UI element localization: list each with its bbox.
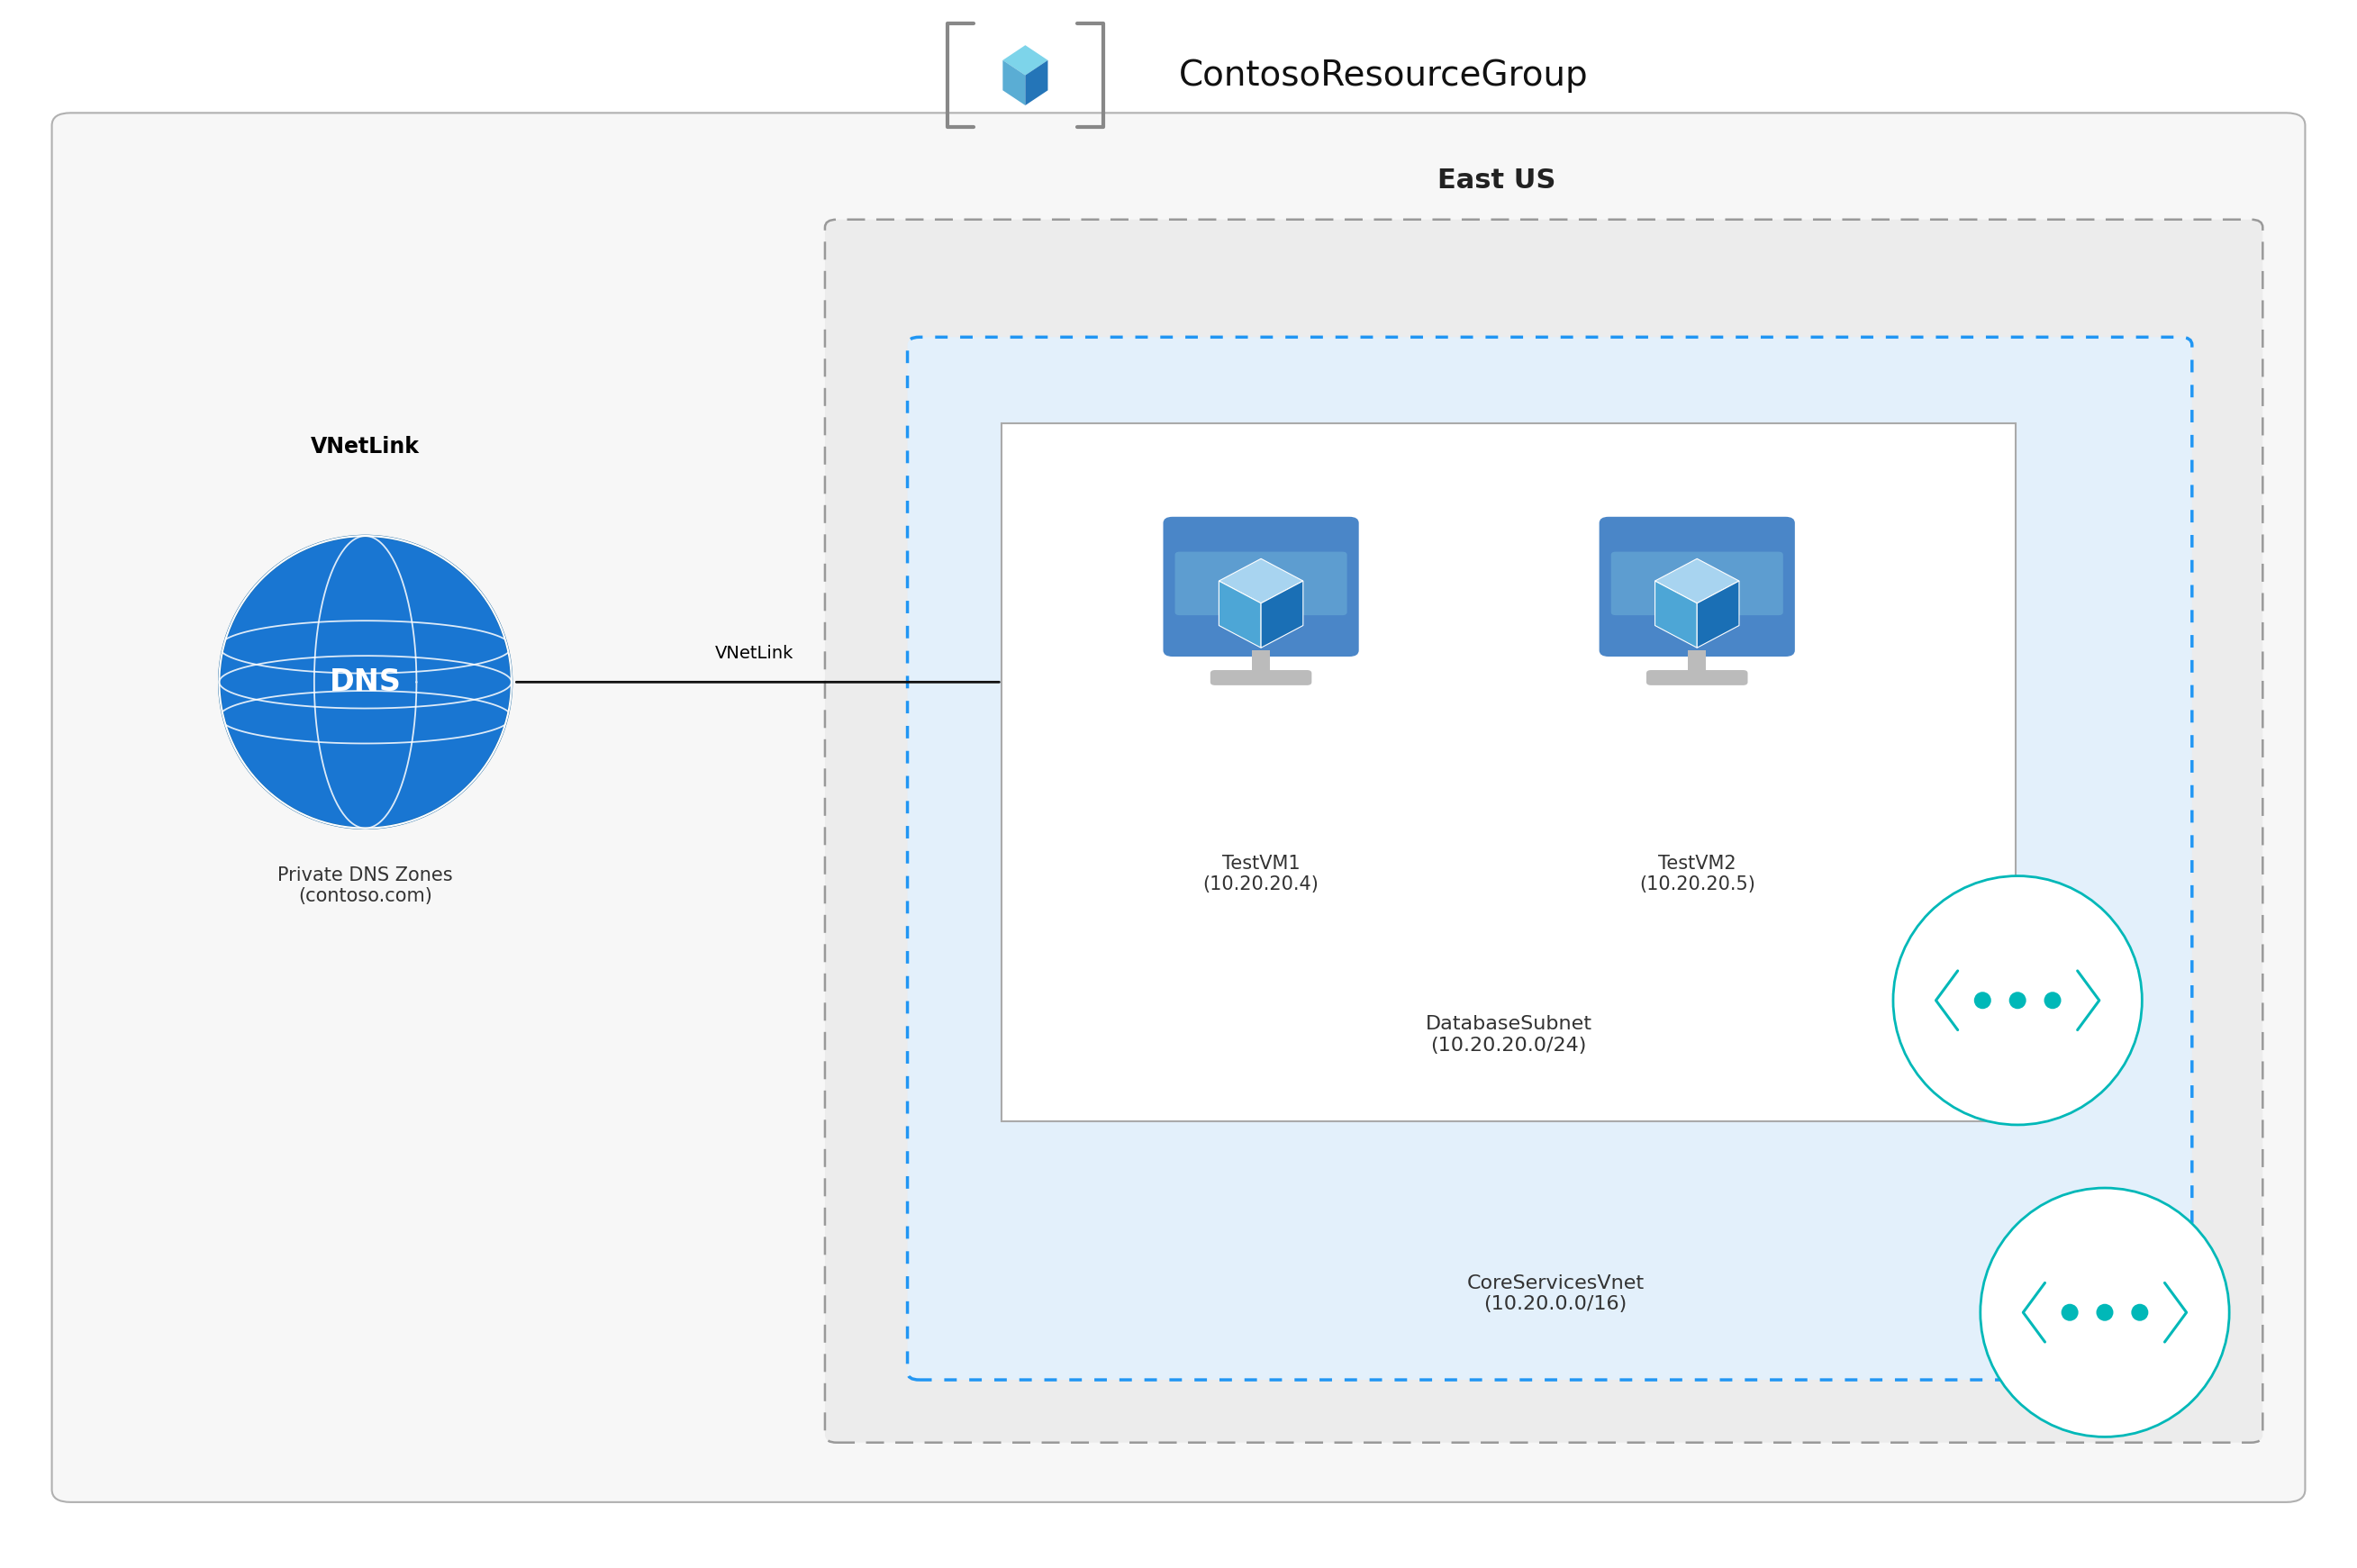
FancyBboxPatch shape xyxy=(907,337,2192,1380)
FancyBboxPatch shape xyxy=(52,113,2305,1502)
Ellipse shape xyxy=(2044,993,2060,1008)
Polygon shape xyxy=(1219,582,1261,648)
Polygon shape xyxy=(1025,60,1049,105)
Ellipse shape xyxy=(219,536,511,828)
Polygon shape xyxy=(1219,558,1303,604)
FancyBboxPatch shape xyxy=(825,220,2263,1443)
Ellipse shape xyxy=(1975,993,1992,1008)
Polygon shape xyxy=(1655,558,1739,604)
Ellipse shape xyxy=(2131,1305,2147,1320)
FancyBboxPatch shape xyxy=(1598,517,1796,657)
FancyBboxPatch shape xyxy=(1211,670,1313,685)
Text: VNetLink: VNetLink xyxy=(714,644,794,662)
Text: VNetLink: VNetLink xyxy=(311,436,420,458)
Polygon shape xyxy=(1002,60,1025,105)
FancyBboxPatch shape xyxy=(1252,651,1270,673)
Polygon shape xyxy=(1697,582,1739,648)
Polygon shape xyxy=(1655,582,1697,648)
Polygon shape xyxy=(1261,582,1303,648)
Text: Private DNS Zones
(contoso.com): Private DNS Zones (contoso.com) xyxy=(278,867,453,905)
Ellipse shape xyxy=(2095,1305,2114,1320)
Text: DNS: DNS xyxy=(330,668,401,696)
Ellipse shape xyxy=(2008,993,2027,1008)
FancyBboxPatch shape xyxy=(1002,423,2015,1121)
Ellipse shape xyxy=(2062,1305,2079,1320)
Ellipse shape xyxy=(1893,877,2143,1124)
Text: East US: East US xyxy=(1438,168,1556,193)
FancyBboxPatch shape xyxy=(1688,651,1706,673)
Text: CoreServicesVnet
(10.20.0.0/16): CoreServicesVnet (10.20.0.0/16) xyxy=(1466,1275,1645,1312)
Text: ContosoResourceGroup: ContosoResourceGroup xyxy=(1178,58,1589,93)
Ellipse shape xyxy=(1980,1189,2230,1436)
Text: TestVM1
(10.20.20.4): TestVM1 (10.20.20.4) xyxy=(1202,855,1320,894)
FancyBboxPatch shape xyxy=(1645,670,1749,685)
FancyBboxPatch shape xyxy=(1612,552,1782,615)
Polygon shape xyxy=(1002,45,1049,75)
FancyBboxPatch shape xyxy=(1164,517,1358,657)
Text: TestVM2
(10.20.20.5): TestVM2 (10.20.20.5) xyxy=(1638,855,1756,894)
Text: DatabaseSubnet
(10.20.20.0/24): DatabaseSubnet (10.20.20.0/24) xyxy=(1426,1016,1591,1054)
FancyBboxPatch shape xyxy=(1176,552,1348,615)
